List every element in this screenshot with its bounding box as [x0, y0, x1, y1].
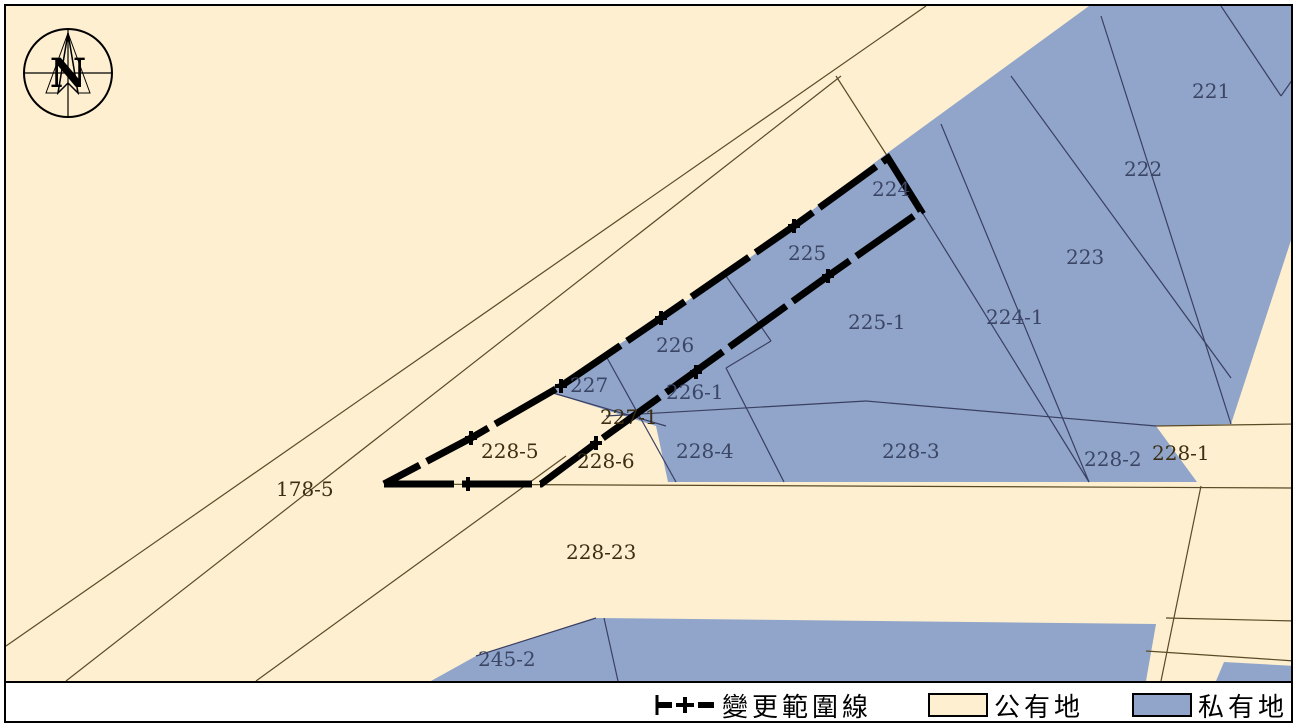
private-land-areas [431, 6, 1291, 681]
private-land-swatch [1132, 693, 1192, 717]
compass-letter: N [50, 50, 87, 97]
private-area-south-left [431, 618, 1156, 681]
boundary-cross-ticks [462, 219, 834, 491]
parcel-label-228-4: 228-4 [676, 439, 734, 463]
private-area-main [546, 6, 1291, 482]
parcel-label-221: 221 [1192, 79, 1230, 103]
legend-public-label: 公有地 [994, 692, 1085, 723]
parcel-label-222: 222 [1124, 157, 1162, 181]
legend-item-private: 私有地 [1132, 691, 1288, 721]
parcel-label-178-5: 178-5 [276, 477, 334, 501]
private-area-south-right [1216, 662, 1291, 681]
map-legend: 變更範圍線 公有地 私有地 [6, 681, 1291, 721]
parcel-label-225-1: 225-1 [848, 310, 906, 334]
legend-item-public: 公有地 [928, 691, 1084, 721]
parcel-lines-public [6, 6, 1291, 681]
parcel-label-245-2: 245-2 [478, 647, 536, 671]
parcel-label-224-1: 224-1 [986, 305, 1044, 329]
parcel-label-228-5: 228-5 [481, 439, 539, 463]
legend-private-label: 私有地 [1198, 692, 1289, 723]
parcel-label-227: 227 [570, 373, 608, 397]
parcel-label-228-3: 228-3 [882, 439, 940, 463]
legend-item-boundary: 變更範圍線 [654, 691, 872, 721]
parcel-label-228-23: 228-23 [566, 540, 636, 564]
cadastral-map: N 221 222 223 224 224-1 225 225-1 226 22… [6, 6, 1291, 681]
parcel-labels: 221 222 223 224 224-1 225 225-1 226 226-… [276, 79, 1230, 671]
map-frame: N 221 222 223 224 224-1 225 225-1 226 22… [4, 4, 1293, 723]
parcel-label-223: 223 [1066, 245, 1104, 269]
north-arrow-icon: N [23, 28, 113, 118]
parcel-label-226-1: 226-1 [666, 380, 724, 404]
parcel-label-228-2: 228-2 [1084, 447, 1142, 471]
boundary-line-symbol-icon [655, 695, 714, 715]
parcel-label-228-6: 228-6 [577, 449, 635, 473]
change-boundary-line [382, 152, 926, 488]
parcel-label-226: 226 [656, 333, 694, 357]
public-land-swatch [928, 693, 988, 717]
parcel-label-224: 224 [872, 177, 910, 201]
parcel-label-227-1: 227-1 [600, 405, 658, 429]
parcel-label-228-1: 228-1 [1152, 441, 1210, 465]
parcel-label-225: 225 [788, 241, 826, 265]
legend-boundary-label: 變更範圍線 [722, 692, 873, 723]
